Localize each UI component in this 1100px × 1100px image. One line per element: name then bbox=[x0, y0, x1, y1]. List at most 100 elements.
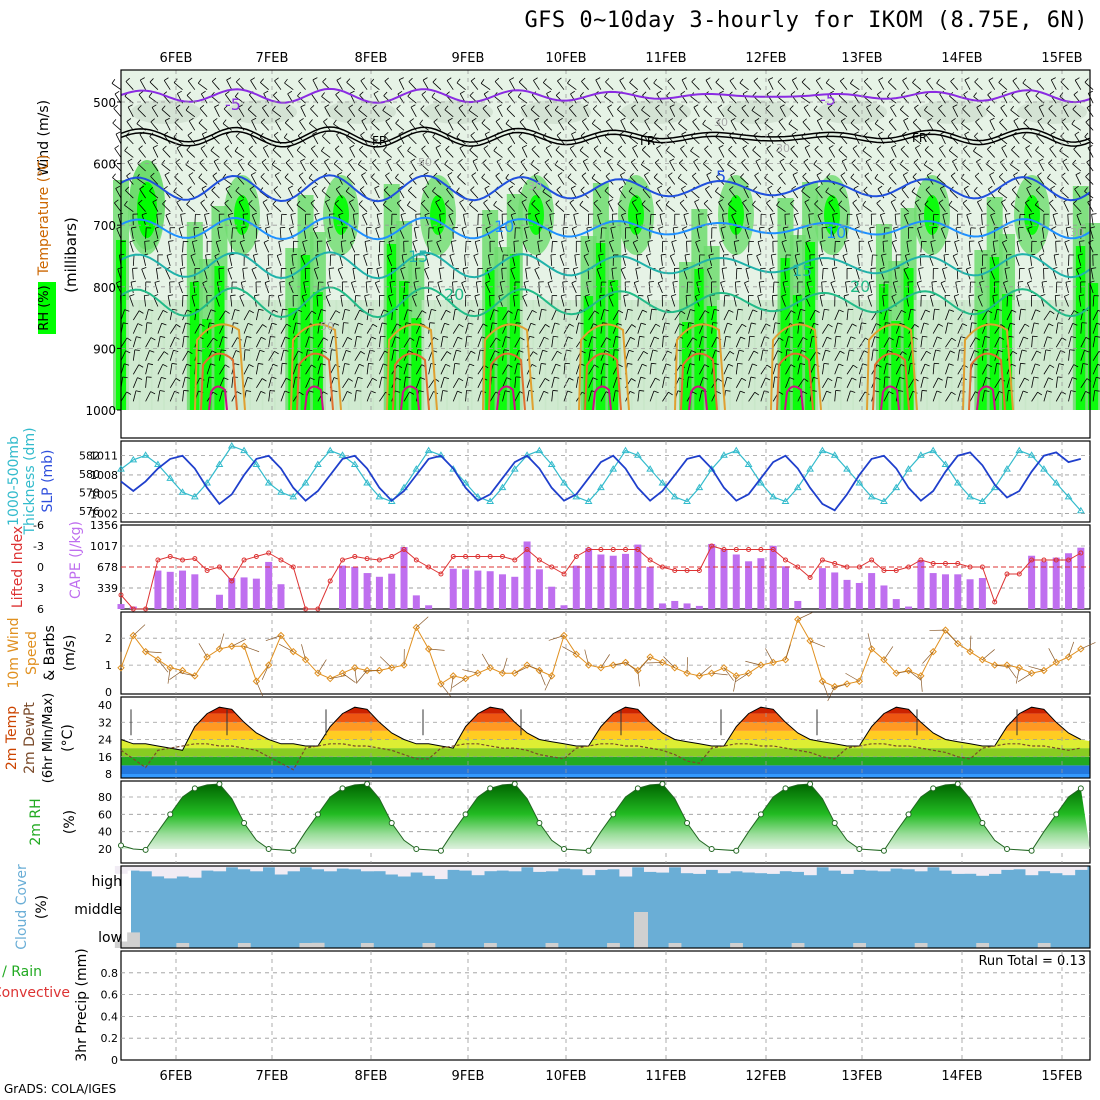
wind-barb bbox=[440, 351, 448, 361]
wind10-barb bbox=[1017, 672, 1032, 682]
wind10-barb bbox=[363, 670, 380, 672]
wind-barb-flag bbox=[1035, 146, 1040, 151]
wind-barb-flag bbox=[543, 173, 548, 178]
wind-barb-flag bbox=[801, 350, 807, 353]
rh-point bbox=[856, 846, 863, 852]
wind-barb-flag bbox=[175, 158, 180, 163]
wind-barb bbox=[366, 349, 371, 361]
wind-barb bbox=[803, 107, 811, 118]
wind-barb-flag bbox=[679, 199, 685, 204]
wind-barb bbox=[733, 241, 737, 253]
wind-barb bbox=[260, 82, 269, 90]
wind-barb-flag bbox=[470, 350, 476, 354]
wind-barb-flag bbox=[185, 376, 191, 379]
wind-barb-flag bbox=[259, 349, 265, 353]
wind-barb bbox=[223, 108, 233, 118]
cape-bar bbox=[412, 595, 420, 609]
wind-barb bbox=[603, 150, 614, 158]
wind-barb-flag bbox=[768, 226, 774, 230]
wind10-point bbox=[1052, 658, 1060, 667]
wind-barb bbox=[974, 175, 983, 185]
contour-label: 30 bbox=[528, 180, 542, 193]
wind-barb bbox=[395, 122, 405, 131]
wind-barb-flag bbox=[648, 281, 655, 283]
wind-barb bbox=[280, 363, 283, 375]
date-label-top: 12FEB bbox=[745, 51, 786, 66]
wind-barb-flag bbox=[536, 253, 542, 256]
y-tick-wind10: 2 bbox=[105, 632, 112, 645]
wind-barb-flag bbox=[752, 363, 758, 367]
cape-bar bbox=[695, 605, 703, 609]
wind10-barb bbox=[133, 624, 146, 636]
wind-barb-flag bbox=[722, 213, 728, 215]
wind-barb bbox=[649, 214, 652, 226]
cloud-high-gap bbox=[434, 866, 448, 880]
wind-barb-flag bbox=[385, 118, 391, 122]
wind-barb-flag bbox=[887, 350, 893, 353]
wind-barb bbox=[489, 350, 496, 361]
slp-line bbox=[120, 451, 1082, 512]
wind-barb-flag bbox=[691, 78, 696, 83]
wind-barb bbox=[354, 295, 356, 307]
wind-barb bbox=[678, 123, 688, 131]
wind-barb-flag bbox=[628, 187, 633, 192]
wind-barb bbox=[145, 322, 148, 334]
wind-barb-flag bbox=[508, 310, 513, 314]
wind-barb-flag bbox=[942, 212, 948, 215]
wind-barb-flag bbox=[623, 240, 630, 242]
wind-barb bbox=[157, 377, 162, 388]
wind-barb-flag bbox=[567, 173, 572, 178]
wind-barb bbox=[230, 295, 233, 307]
wind-barb-flag bbox=[226, 77, 232, 81]
wind-barb bbox=[874, 123, 885, 131]
wind-barb bbox=[767, 133, 774, 145]
thickness-point bbox=[473, 492, 482, 500]
wind-barb-flag bbox=[247, 159, 252, 165]
wind-barb-flag bbox=[935, 349, 941, 352]
cloud-low-bar bbox=[976, 943, 990, 948]
wind-barb-flag bbox=[924, 105, 928, 111]
wind-barb-flag bbox=[808, 267, 814, 269]
wind10-point bbox=[547, 672, 556, 680]
cape-bar bbox=[683, 603, 691, 609]
wind-barb-flag bbox=[433, 172, 438, 177]
li-point bbox=[290, 564, 296, 570]
wind10-point bbox=[646, 653, 654, 661]
wind-barb-flag bbox=[161, 322, 167, 326]
wind-barb bbox=[422, 79, 429, 90]
wind-barb bbox=[235, 136, 245, 145]
wind-barb-flag bbox=[249, 185, 255, 190]
rh-plume-faint bbox=[175, 300, 190, 410]
wind-barb-flag bbox=[1022, 390, 1028, 394]
wind-barb-flag bbox=[1059, 146, 1063, 152]
wind-barb-flag bbox=[631, 104, 636, 109]
wind-barb bbox=[550, 254, 553, 266]
wind-barb-flag bbox=[635, 267, 641, 270]
cloud-high-gap bbox=[299, 866, 313, 868]
y-tick-slp: 1008 bbox=[90, 469, 118, 482]
wind-barb bbox=[962, 148, 971, 158]
wind-barb-flag bbox=[651, 308, 657, 311]
li-point bbox=[143, 606, 149, 612]
wind-barb-flag bbox=[122, 376, 128, 379]
wind10-point bbox=[264, 661, 273, 669]
wind-barb-flag bbox=[432, 78, 437, 83]
wind-barb-flag bbox=[591, 336, 597, 339]
wind-barb bbox=[280, 349, 285, 361]
wind-barb-flag bbox=[783, 226, 789, 229]
wind-barb bbox=[968, 241, 971, 253]
wind-barb bbox=[945, 391, 952, 402]
wind-barb bbox=[132, 377, 138, 388]
contour-35 bbox=[496, 385, 516, 411]
wind-barb bbox=[957, 349, 960, 361]
wind-barb bbox=[926, 80, 934, 90]
wind-barb bbox=[563, 323, 570, 334]
wind-barb-flag bbox=[1066, 226, 1072, 229]
wind-barb-flag bbox=[706, 172, 712, 176]
rh-plume-faint bbox=[372, 300, 387, 410]
y-tick-slp: 1002 bbox=[90, 508, 118, 521]
wind-barb-flag bbox=[1047, 336, 1053, 339]
wind10-point bbox=[498, 669, 507, 677]
wind-barb bbox=[727, 109, 737, 118]
wind10-point bbox=[584, 661, 593, 669]
